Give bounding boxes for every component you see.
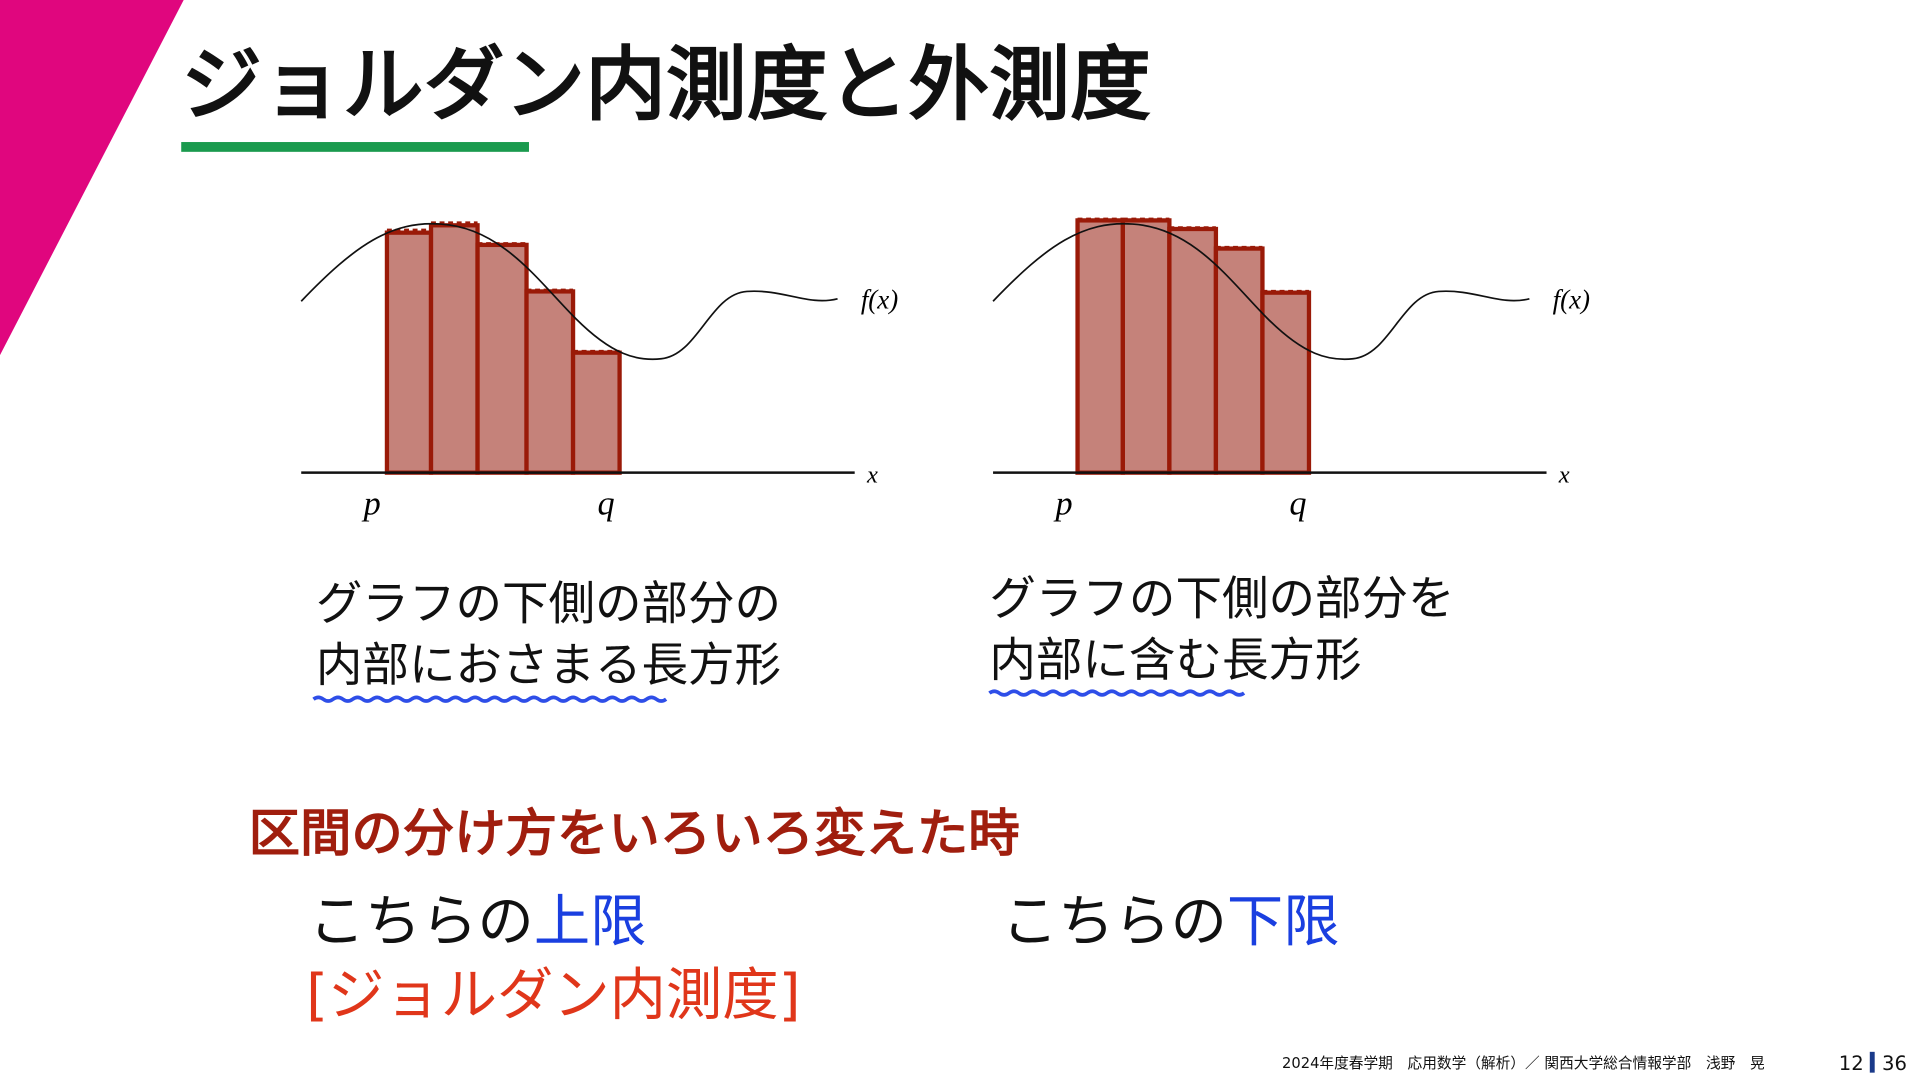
heading: 区間の分け方をいろいろ変えた時 — [249, 804, 1020, 864]
underline — [312, 695, 668, 703]
underline — [988, 689, 1246, 697]
result-emphasis: 下限 — [1227, 889, 1340, 954]
axis-label: x — [1558, 461, 1570, 488]
result-name: [ジョルダン内測度] — [306, 963, 800, 1028]
result-emphasis: 上限 — [534, 889, 647, 954]
caption-line: 内部に含む長方形 — [989, 633, 1361, 687]
page-number: 12 — [1839, 1052, 1864, 1075]
interval-start: p — [362, 484, 381, 522]
outer-measure-diagram: f(x) x p q — [992, 217, 1590, 522]
footer-course: 2024年度春学期 応用数学（解析）／ 関西大学総合情報学部 浅野 晃 — [1282, 1055, 1765, 1072]
slide-title: ジョルダン内測度と外測度 — [181, 39, 1151, 133]
inner-measure-diagram: f(x) x p q — [300, 221, 898, 522]
interval-end: q — [598, 484, 615, 522]
caption-line: 内部におさまる長方形 — [316, 638, 781, 692]
function-label: f(x) — [1553, 285, 1590, 315]
page-total: 36 — [1882, 1052, 1907, 1075]
page-separator — [1869, 1051, 1875, 1073]
result-text: こちらの下限 — [1002, 889, 1340, 954]
interval-end: q — [1289, 484, 1306, 522]
caption-line: グラフの下側の部分を — [989, 572, 1454, 626]
function-label: f(x) — [861, 285, 898, 315]
result-text: こちらの上限 — [309, 889, 647, 954]
result-prefix: こちらの — [309, 889, 534, 954]
caption-line: グラフの下側の部分の — [316, 577, 781, 631]
result-prefix: こちらの — [1002, 889, 1227, 954]
interval-start: p — [1054, 484, 1073, 522]
axis-label: x — [866, 461, 878, 488]
title-underline — [181, 142, 529, 152]
accent-triangle — [0, 0, 184, 356]
